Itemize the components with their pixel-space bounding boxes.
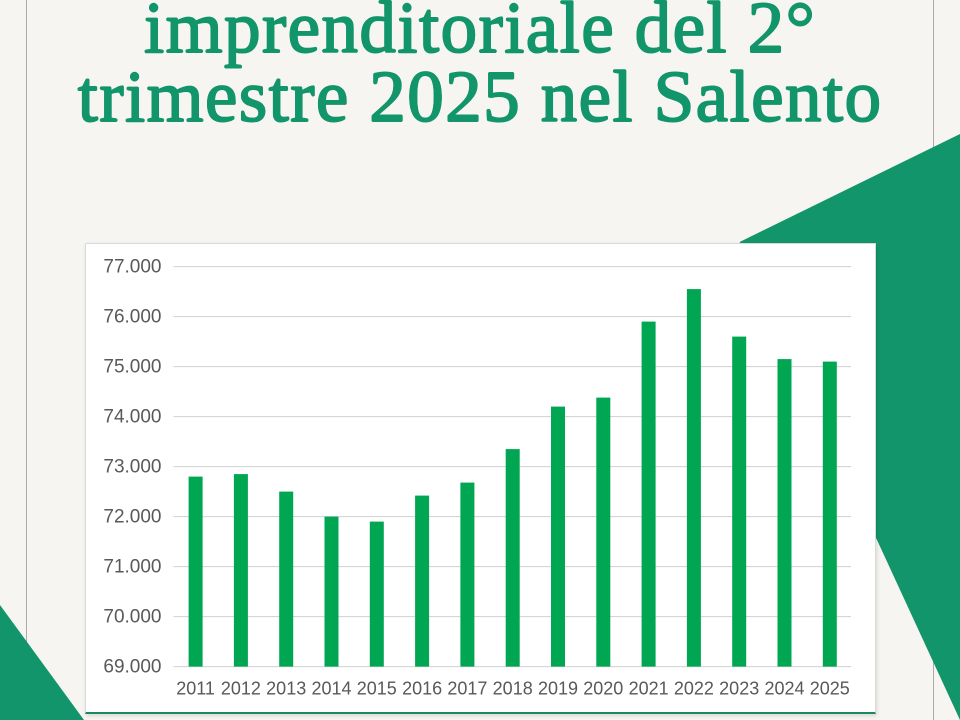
svg-text:72.000: 72.000 xyxy=(103,507,161,528)
svg-text:73.000: 73.000 xyxy=(103,457,161,478)
svg-text:2025: 2025 xyxy=(810,679,850,699)
svg-text:2015: 2015 xyxy=(357,679,397,699)
svg-text:2017: 2017 xyxy=(447,679,487,699)
svg-text:2023: 2023 xyxy=(719,679,759,699)
svg-text:2019: 2019 xyxy=(538,679,578,699)
svg-text:2011: 2011 xyxy=(176,679,215,699)
svg-text:2020: 2020 xyxy=(583,679,623,699)
svg-text:2018: 2018 xyxy=(493,679,533,699)
svg-text:69.000: 69.000 xyxy=(103,657,161,678)
svg-text:2014: 2014 xyxy=(311,679,351,699)
svg-text:71.000: 71.000 xyxy=(103,557,161,578)
svg-text:76.000: 76.000 xyxy=(103,307,161,328)
svg-text:2022: 2022 xyxy=(674,679,714,699)
svg-text:2024: 2024 xyxy=(764,679,804,699)
svg-text:74.000: 74.000 xyxy=(103,407,161,428)
svg-text:75.000: 75.000 xyxy=(103,357,161,378)
svg-text:2021: 2021 xyxy=(629,679,669,699)
svg-text:77.000: 77.000 xyxy=(103,257,161,278)
svg-text:2013: 2013 xyxy=(266,679,306,699)
svg-text:2012: 2012 xyxy=(221,679,261,699)
svg-text:70.000: 70.000 xyxy=(103,607,161,628)
svg-text:2016: 2016 xyxy=(402,679,442,699)
